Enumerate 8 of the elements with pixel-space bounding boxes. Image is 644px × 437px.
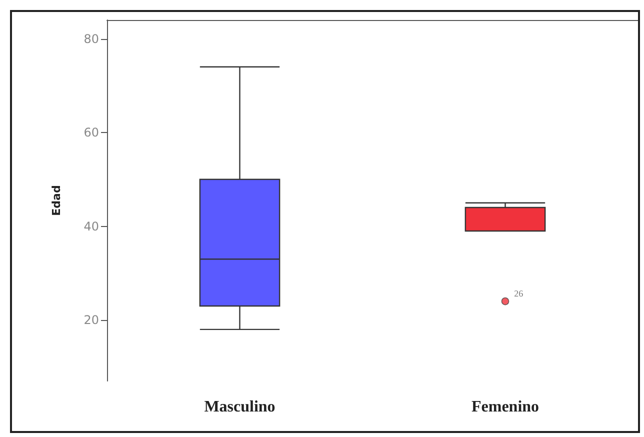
x-tick-label: Femenino: [471, 398, 540, 416]
y-tick-label: 20: [84, 313, 99, 328]
y-tick-label: 60: [84, 126, 99, 140]
y-axis-title: Edad: [50, 185, 63, 216]
annotation: 26: [514, 288, 524, 298]
y-tick-label: 40: [84, 219, 99, 234]
y-tick-label: 80: [84, 32, 99, 46]
x-tick-label: Masculino: [204, 398, 276, 416]
